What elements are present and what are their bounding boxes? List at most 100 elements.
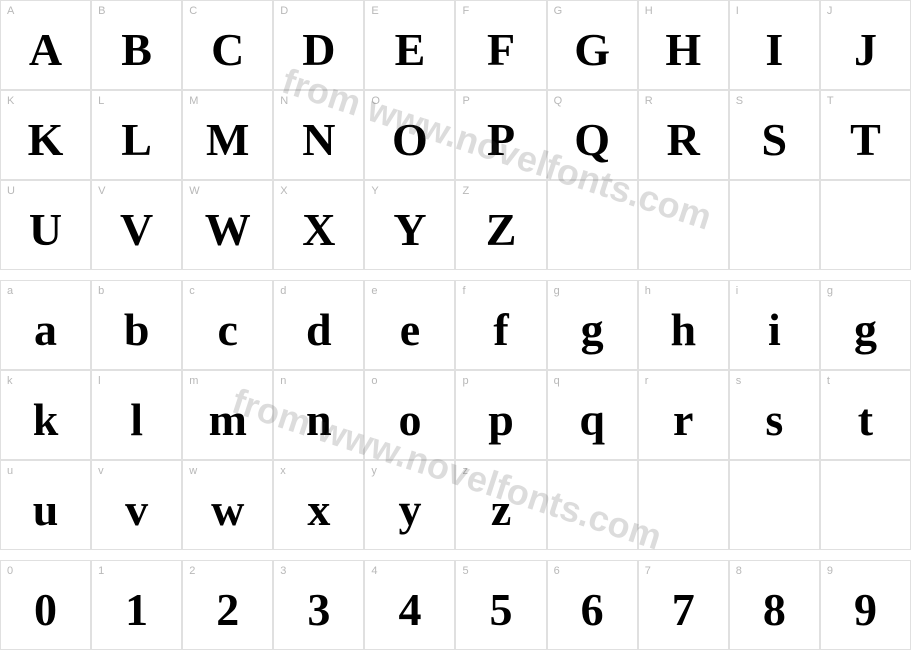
uppercase-cell: CC [182,0,273,90]
uppercase-cell [820,180,911,270]
glyph-display: J [854,27,877,73]
glyph-label: k [7,375,13,387]
lowercase-cell: vv [91,460,182,550]
uppercase-cell: RR [638,90,729,180]
glyph-display: r [673,397,693,443]
lowercase-cell: yy [364,460,455,550]
glyph-label: W [189,185,199,197]
uppercase-cell: JJ [820,0,911,90]
glyph-display: o [398,397,421,443]
glyph-display: P [487,117,515,163]
glyph-display: 9 [854,587,877,633]
glyph-display: g [854,307,877,353]
glyph-label: 7 [645,565,651,577]
glyph-label: R [645,95,653,107]
glyph-display: F [487,27,515,73]
glyph-label: 0 [7,565,13,577]
glyph-label: C [189,5,197,17]
lowercase-cell: pp [455,370,546,460]
glyph-display: K [28,117,64,163]
glyph-display: E [395,27,426,73]
glyph-label: v [98,465,104,477]
uppercase-cell: XX [273,180,364,270]
glyph-label: V [98,185,105,197]
glyph-display: Z [486,207,517,253]
glyph-label: E [371,5,378,17]
glyph-display: l [130,397,143,443]
glyph-label: 4 [371,565,377,577]
uppercase-cell: WW [182,180,273,270]
glyph-display: q [579,397,605,443]
glyph-display: s [765,397,783,443]
glyph-display: f [493,307,508,353]
glyph-display: 7 [672,587,695,633]
uppercase-cell: ZZ [455,180,546,270]
glyph-display: M [206,117,249,163]
glyph-display: 4 [398,587,421,633]
lowercase-cell: ff [455,280,546,370]
uppercase-cell: GG [547,0,638,90]
uppercase-cell: NN [273,90,364,180]
lowercase-cell: uu [0,460,91,550]
glyph-label: Q [554,95,563,107]
glyph-label: p [462,375,468,387]
glyph-display: B [121,27,152,73]
lowercase-cell: cc [182,280,273,370]
uppercase-cell: SS [729,90,820,180]
lowercase-cell [547,460,638,550]
uppercase-cell: DD [273,0,364,90]
glyph-label: O [371,95,380,107]
glyph-label: P [462,95,469,107]
glyph-display: I [765,27,783,73]
glyph-label: M [189,95,198,107]
glyph-display: g [581,307,604,353]
uppercase-cell: TT [820,90,911,180]
glyph-display: 1 [125,587,148,633]
glyph-display: t [858,397,873,443]
glyph-display: 6 [581,587,604,633]
glyph-display: T [850,117,881,163]
uppercase-cell: AA [0,0,91,90]
uppercase-cell: VV [91,180,182,270]
glyph-display: x [307,487,330,533]
uppercase-cell: II [729,0,820,90]
uppercase-cell: BB [91,0,182,90]
glyph-display: d [306,307,332,353]
glyph-label: S [736,95,743,107]
glyph-label: 9 [827,565,833,577]
glyph-label: m [189,375,198,387]
lowercase-cell: hh [638,280,729,370]
glyph-label: J [827,5,833,17]
glyph-label: 3 [280,565,286,577]
glyph-label: w [189,465,197,477]
digits-cell: 11 [91,560,182,650]
lowercase-cell: nn [273,370,364,460]
digits-grid: 00112233445566778899 [0,560,911,650]
glyph-label: d [280,285,286,297]
glyph-display: L [121,117,152,163]
glyph-display: X [302,207,335,253]
glyph-label: Y [371,185,378,197]
glyph-label: y [371,465,377,477]
uppercase-cell [547,180,638,270]
glyph-display: a [34,307,57,353]
uppercase-cell: HH [638,0,729,90]
digits-cell: 99 [820,560,911,650]
uppercase-cell: OO [364,90,455,180]
digits-cell: 88 [729,560,820,650]
glyph-label: e [371,285,377,297]
glyph-display: k [33,397,59,443]
glyph-display: R [667,117,700,163]
glyph-display: S [762,117,788,163]
glyph-display: W [205,207,251,253]
digits-cell: 77 [638,560,729,650]
glyph-label: 8 [736,565,742,577]
glyph-label: L [98,95,104,107]
glyph-display: u [33,487,59,533]
lowercase-cell: ee [364,280,455,370]
uppercase-cell: MM [182,90,273,180]
glyph-display: z [491,487,511,533]
glyph-label: f [462,285,465,297]
digits-cell: 00 [0,560,91,650]
glyph-label: b [98,285,104,297]
